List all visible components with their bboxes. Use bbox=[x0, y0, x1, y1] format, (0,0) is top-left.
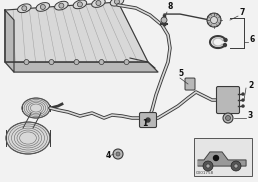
Ellipse shape bbox=[22, 98, 50, 118]
Text: 5: 5 bbox=[178, 69, 183, 78]
Circle shape bbox=[115, 0, 119, 4]
Circle shape bbox=[203, 161, 213, 171]
Circle shape bbox=[242, 93, 244, 95]
Ellipse shape bbox=[36, 3, 50, 11]
Circle shape bbox=[146, 118, 150, 122]
Ellipse shape bbox=[6, 122, 50, 154]
Circle shape bbox=[124, 60, 129, 65]
Text: 4: 4 bbox=[106, 151, 111, 160]
Polygon shape bbox=[5, 2, 148, 62]
Bar bbox=[194, 138, 252, 176]
FancyBboxPatch shape bbox=[216, 86, 239, 114]
Circle shape bbox=[77, 2, 82, 7]
Circle shape bbox=[96, 1, 101, 5]
Text: 3: 3 bbox=[248, 111, 253, 120]
Circle shape bbox=[40, 4, 45, 9]
Circle shape bbox=[234, 164, 238, 168]
FancyBboxPatch shape bbox=[185, 78, 195, 90]
Circle shape bbox=[59, 3, 64, 8]
Circle shape bbox=[113, 149, 123, 159]
Circle shape bbox=[242, 99, 244, 101]
Text: 6: 6 bbox=[250, 35, 255, 44]
Circle shape bbox=[24, 60, 29, 65]
Ellipse shape bbox=[92, 0, 105, 7]
Circle shape bbox=[214, 155, 219, 161]
Ellipse shape bbox=[110, 0, 124, 6]
Polygon shape bbox=[5, 62, 158, 72]
Text: 8: 8 bbox=[168, 2, 173, 11]
Circle shape bbox=[242, 105, 244, 107]
Circle shape bbox=[116, 152, 120, 156]
Circle shape bbox=[99, 60, 104, 65]
Circle shape bbox=[223, 43, 227, 47]
Ellipse shape bbox=[73, 0, 87, 9]
Circle shape bbox=[206, 164, 210, 168]
Ellipse shape bbox=[18, 4, 31, 13]
Circle shape bbox=[223, 113, 233, 123]
Circle shape bbox=[22, 6, 27, 11]
Circle shape bbox=[211, 17, 217, 23]
Text: 1: 1 bbox=[142, 119, 147, 128]
Ellipse shape bbox=[55, 1, 68, 10]
Text: 7: 7 bbox=[240, 8, 245, 17]
Circle shape bbox=[224, 39, 227, 41]
Polygon shape bbox=[5, 10, 14, 72]
Circle shape bbox=[225, 116, 230, 120]
Circle shape bbox=[231, 161, 241, 171]
Text: 0001758: 0001758 bbox=[196, 171, 214, 175]
Circle shape bbox=[207, 13, 221, 27]
Polygon shape bbox=[198, 152, 246, 166]
FancyBboxPatch shape bbox=[140, 112, 157, 128]
Circle shape bbox=[161, 17, 167, 23]
Circle shape bbox=[49, 60, 54, 65]
Text: 2: 2 bbox=[248, 81, 253, 90]
Circle shape bbox=[74, 60, 79, 65]
